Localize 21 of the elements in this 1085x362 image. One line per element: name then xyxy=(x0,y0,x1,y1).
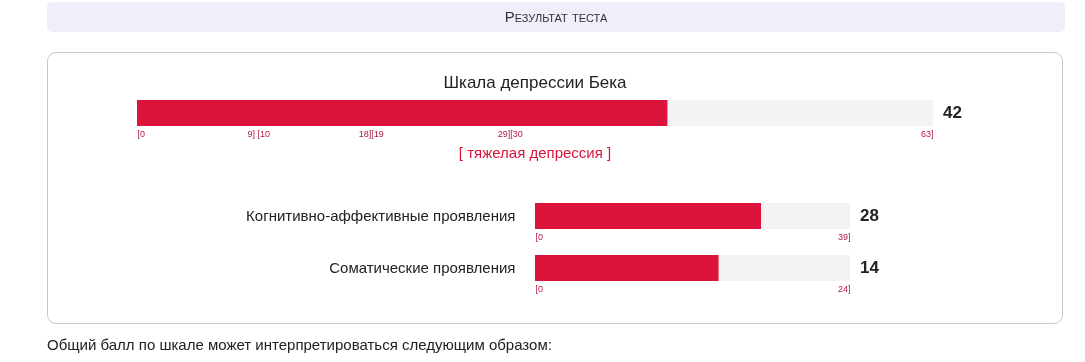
x-tick-label: 29] xyxy=(497,128,511,139)
x-tick-label: 39] xyxy=(837,231,851,242)
x-tick-label: [0 xyxy=(137,128,146,139)
text: Общий балл по шкале может интерпретироваться следующим образом: xyxy=(47,336,553,353)
annotation: 28 xyxy=(860,206,879,225)
x-tick-label: [30 xyxy=(510,128,523,139)
x-tick-label: [0 xyxy=(535,231,544,242)
y-tick-label: Соматические проявления xyxy=(329,259,516,276)
chart-title: Шкала депрессии Бека xyxy=(443,73,628,92)
annotation: 42 xyxy=(943,103,962,122)
x-tick-label: 9] xyxy=(247,128,255,139)
text: Результат теста xyxy=(47,2,1065,32)
x-tick-label: [19 xyxy=(371,128,384,139)
y-tick-label: Когнитивно-аффективные проявления xyxy=(246,207,516,224)
x-tick-label: [0 xyxy=(535,283,544,294)
text: [ тяжелая депрессия ] xyxy=(457,144,613,161)
x-tick-label: 18] xyxy=(358,128,372,139)
annotation: 14 xyxy=(860,258,880,277)
x-tick-label: 63] xyxy=(920,128,934,139)
x-tick-label: 24] xyxy=(837,283,851,294)
x-tick-label: [10 xyxy=(257,128,271,139)
